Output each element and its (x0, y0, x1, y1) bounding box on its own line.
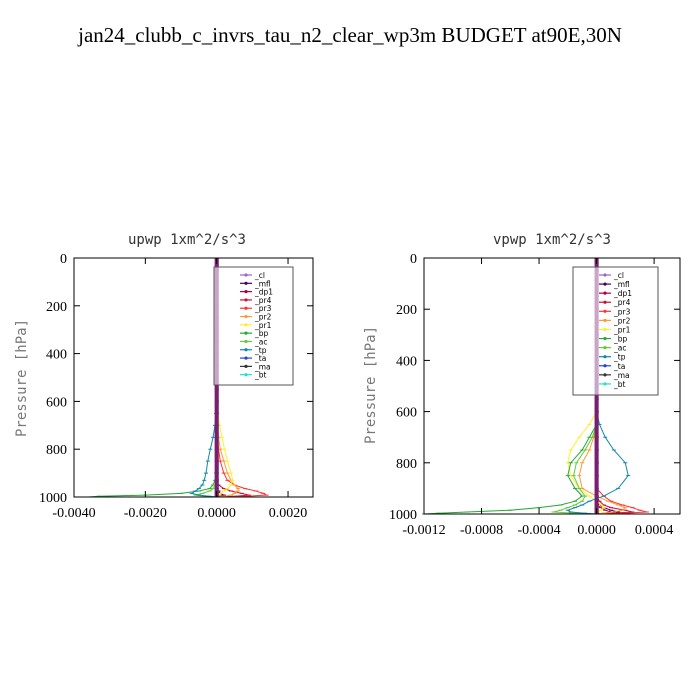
upwp-legend-label: _bt (254, 371, 267, 380)
vpwp-legend: _cl_mfl_dp1_pr4_pr3_pr2_pr1_bp_ac_tp_ta_… (572, 266, 659, 396)
vpwp-legend-label: _pr2 (613, 316, 631, 325)
vpwp-legend-label: _pr3 (613, 307, 631, 316)
vpwp-legend-label: _dp1 (613, 289, 632, 298)
upwp-legend-marker (244, 348, 248, 352)
upwp-series-line-tp (190, 258, 218, 498)
upwp-x-tick-label: 0.0000 (197, 506, 236, 521)
vpwp-x-tick-label: 0.0000 (577, 523, 616, 538)
upwp-y-axis-label: Pressure [hPa] (14, 319, 30, 437)
vpwp-y-tick-label: 600 (396, 406, 417, 421)
vpwp-legend-label: _ac (613, 344, 626, 353)
upwp-legend-label: _ac (254, 337, 267, 346)
upwp-legend-box (213, 266, 294, 386)
upwp-x-tick-label: -0.0020 (124, 506, 167, 521)
upwp-legend-label: _pr2 (254, 313, 272, 322)
upwp-legend-marker (244, 290, 248, 294)
vpwp-legend-label: _tp (613, 353, 626, 362)
upwp-legend-marker (244, 314, 248, 319)
upwp-panel: upwp 1xm^2/s^3 Pressure [hPa] -0.0040 -0.… (14, 232, 314, 521)
vpwp-legend-marker (603, 318, 607, 322)
vpwp-x-tick-label: -0.0004 (517, 523, 560, 538)
upwp-y-tick-label: 400 (46, 348, 67, 363)
vpwp-y-tick-label: 200 (396, 303, 417, 318)
upwp-legend-label: _ta (254, 354, 266, 363)
figure-title: jan24_clubb_c_invrs_tau_n2_clear_wp3m BU… (77, 23, 622, 47)
upwp-y-tick-label: 0 (60, 252, 67, 267)
vpwp-legend-marker (603, 355, 607, 359)
vpwp-legend-label: _ma (613, 371, 630, 380)
upwp-legend-marker (244, 306, 248, 310)
upwp-y-tick-label: 200 (46, 300, 67, 315)
vpwp-y-tick-label: 1000 (389, 508, 417, 523)
vpwp-legend-label: _ta (613, 362, 625, 371)
upwp-legend-label: _bp (254, 329, 269, 338)
upwp-legend-label: _dp1 (254, 288, 273, 297)
vpwp-legend-marker (603, 291, 607, 295)
upwp-legend-label: _ma (254, 362, 271, 371)
upwp-ticks-layer: -0.0040 -0.0020 0.0000 0.0020 0 200 400 600 800 1… (39, 252, 313, 521)
vpwp-legend-marker (603, 309, 607, 313)
vpwp-x-tick-label: -0.0008 (460, 523, 503, 538)
upwp-legend-label: _pr1 (254, 321, 272, 330)
vpwp-legend-marker (603, 336, 607, 341)
vpwp-legend-label: _cl (613, 271, 624, 280)
vpwp-legend-marker (603, 346, 607, 350)
upwp-x-tick-label: -0.0040 (52, 506, 95, 521)
upwp-legend-marker (244, 298, 248, 302)
upwp-legend-marker (244, 323, 248, 327)
vpwp-legend-label: _bt (613, 380, 626, 389)
vpwp-panel: vpwp 1xm^2/s^3 Pressure [hPa] -0.0012 -0.… (363, 232, 681, 538)
upwp-legend-marker (244, 331, 248, 335)
vpwp-x-tick-label: -0.0012 (402, 523, 445, 538)
vpwp-legend-box (572, 266, 659, 396)
vpwp-legend-marker (603, 382, 607, 386)
vpwp-panel-title: vpwp 1xm^2/s^3 (493, 232, 611, 248)
vpwp-legend-marker (603, 282, 607, 286)
upwp-legend-label: _tp (254, 346, 267, 355)
vpwp-legend-marker (603, 327, 607, 332)
upwp-x-tick-label: 0.0020 (269, 506, 308, 521)
vpwp-legend-label: _bp (613, 335, 628, 344)
vpwp-plot-frame (423, 257, 681, 515)
upwp-series-line-bp (88, 258, 218, 498)
upwp-legend-marker (244, 281, 248, 285)
vpwp-y-axis-label: Pressure [hPa] (363, 326, 379, 444)
upwp-legend-marker (244, 364, 248, 368)
upwp-legend-marker (244, 356, 248, 360)
vpwp-ticks-layer: -0.0012 -0.0008 -0.0004 0.0000 0.0004 0 200 400… (389, 252, 680, 538)
vpwp-legend-marker (603, 273, 607, 277)
upwp-plot-frame (73, 257, 314, 498)
upwp-legend-marker (244, 273, 248, 277)
vpwp-legend-label: _pr1 (613, 325, 631, 334)
upwp-legend-marker (244, 339, 248, 344)
upwp-legend-label: _pr3 (254, 304, 272, 313)
vpwp-legend-marker (603, 364, 607, 368)
vpwp-legend-label: _pr4 (613, 298, 631, 307)
upwp-y-tick-label: 800 (46, 443, 67, 458)
vpwp-legend-label: _mfl (613, 280, 630, 289)
vpwp-y-tick-label: 400 (396, 354, 417, 369)
upwp-panel-title: upwp 1xm^2/s^3 (128, 232, 246, 248)
vpwp-legend-marker (603, 300, 607, 304)
upwp-legend-marker (244, 373, 248, 377)
vpwp-y-tick-label: 800 (396, 457, 417, 472)
vpwp-x-tick-label: 0.0004 (635, 523, 674, 538)
upwp-legend: _cl_mfl_dp1_pr4_pr3_pr2_pr1_bp_ac_tp_ta_… (213, 266, 294, 386)
vpwp-legend-marker (603, 373, 607, 377)
upwp-y-tick-label: 1000 (39, 491, 67, 506)
upwp-legend-label: _mfl (254, 279, 271, 288)
upwp-y-tick-label: 600 (46, 395, 67, 410)
upwp-legend-label: _pr4 (254, 296, 272, 305)
vpwp-y-tick-label: 0 (410, 252, 417, 267)
upwp-legend-label: _cl (254, 271, 265, 280)
